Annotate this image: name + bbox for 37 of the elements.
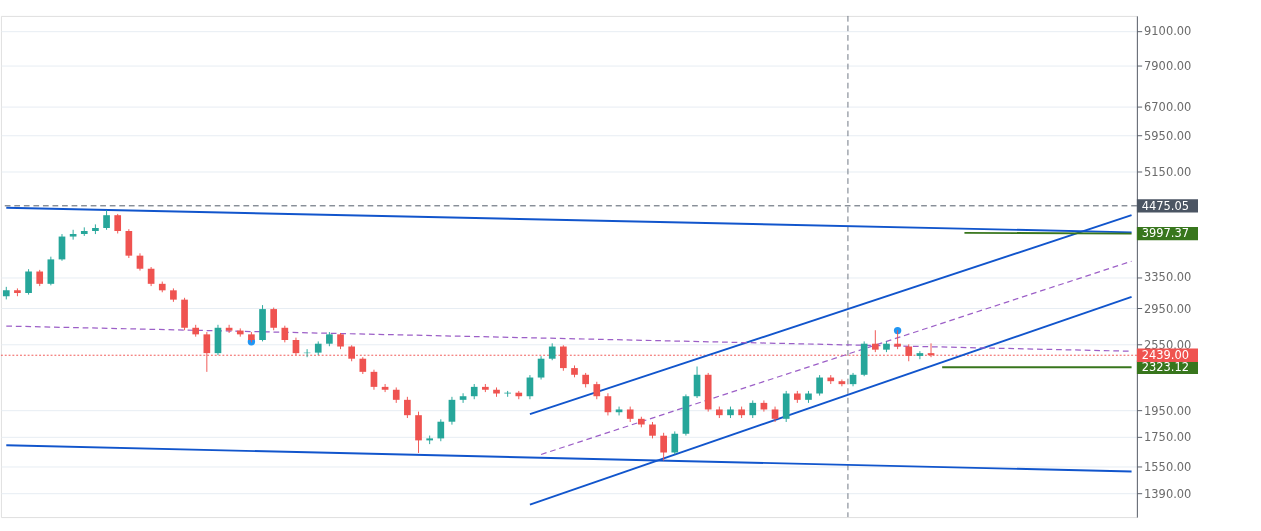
candlestick: [437, 418, 445, 442]
candlestick: [114, 213, 122, 234]
ref-line-label: 4475.05: [1141, 198, 1189, 213]
candlestick: [381, 383, 389, 393]
y-tick-label: 1390.00: [1144, 486, 1192, 501]
candlestick: [404, 396, 411, 419]
candlestick: [103, 209, 110, 231]
candlestick: [459, 392, 467, 404]
candlestick: [604, 392, 612, 416]
candlestick: [225, 324, 233, 334]
ref-line-label: 2439.00: [1141, 348, 1189, 363]
candlestick: [916, 350, 924, 360]
candlestick: [894, 329, 901, 350]
y-tick-label: 9100.00: [1144, 24, 1192, 39]
y-tick-label: 7900.00: [1144, 59, 1192, 74]
y-tick-label: 1750.00: [1144, 430, 1192, 445]
data-label: 2323.12: [1141, 360, 1189, 375]
y-tick-label: 5950.00: [1144, 128, 1192, 143]
candlestick: [448, 396, 456, 426]
candlestick: [871, 329, 879, 353]
candlestick: [25, 268, 32, 296]
candlestick: [370, 369, 378, 391]
candlestick: [615, 406, 623, 416]
y-tick-label: 6700.00: [1144, 99, 1192, 114]
candlestick: [816, 374, 823, 397]
candlestick: [270, 307, 278, 331]
y-tick-label: 3350.00: [1144, 270, 1192, 285]
candlestick: [69, 229, 77, 241]
y-tick-label: 1950.00: [1144, 403, 1192, 418]
data-label: 3997.37: [1141, 226, 1189, 241]
candlestick: [671, 430, 679, 455]
candlestick: [660, 432, 667, 462]
candlestick: [537, 355, 545, 380]
y-tick-label: 1550.00: [1144, 460, 1192, 475]
candlestick: [838, 379, 846, 387]
y-tick-label: 2950.00: [1144, 301, 1192, 316]
y-tick-label: 5150.00: [1144, 164, 1192, 179]
